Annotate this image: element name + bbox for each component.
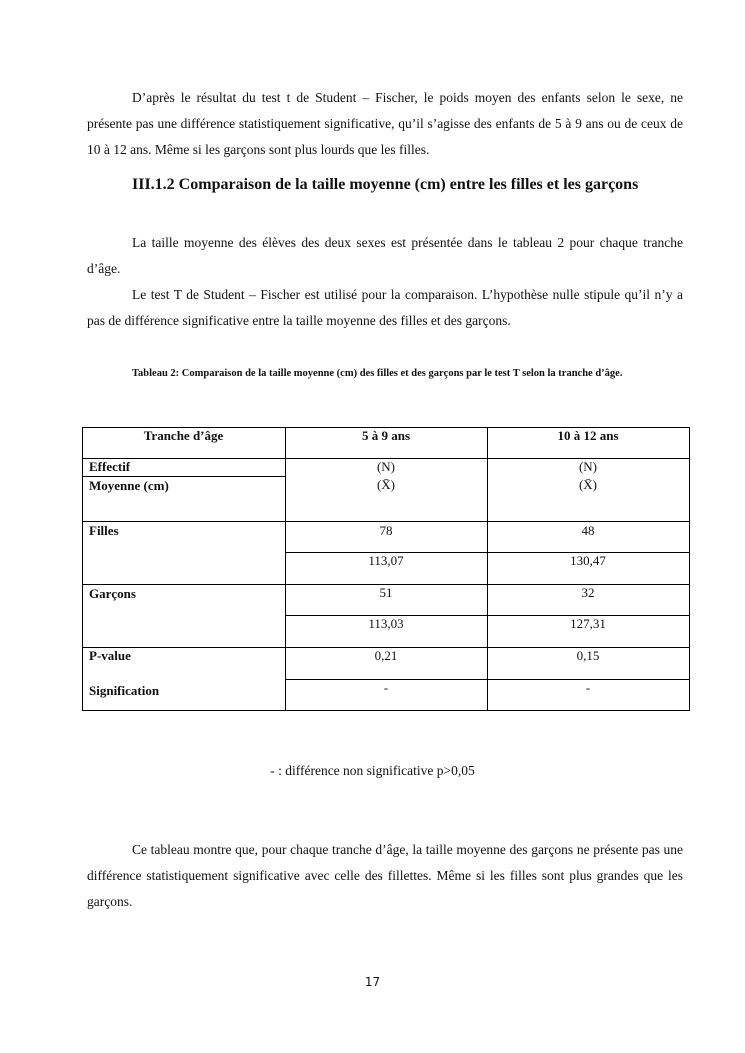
cell: 0,15 [576,648,600,663]
label-pvalue: P-value [89,648,131,663]
cell: 113,07 [368,553,404,568]
cell: - [383,680,389,695]
cell: - [585,680,591,695]
label-filles: Filles [89,523,119,538]
section-heading: III.1.2 Comparaison de la taille moyenne… [132,176,639,193]
cell: 130,47 [570,553,606,568]
legend-mean: (X̄) [578,477,598,492]
legend-n: (N) [376,459,396,474]
label-effectif: Effectif [89,459,131,474]
cell: 78 [379,523,393,538]
cell: 32 [581,585,595,600]
paragraph-4: Ce tableau montre que, pour chaque tranc… [87,842,683,909]
label-garcons: Garçons [89,586,136,601]
table-note: - : différence non significative p>0,05 [270,763,475,778]
cell: 0,21 [374,648,398,663]
label-signification: Signification [89,683,160,698]
cell: 48 [581,523,595,538]
legend-mean: (X̄) [376,477,396,492]
cell: 51 [379,585,393,600]
paragraph-2: La taille moyenne des élèves des deux se… [87,235,683,276]
legend-n: (N) [578,459,598,474]
header-5-9: 5 à 9 ans [361,428,411,443]
page-number: 17 [364,975,381,989]
header-10-12: 10 à 12 ans [557,428,619,443]
paragraph-1: D’après le résultat du test t de Student… [87,90,683,157]
table-caption: Tableau 2: Comparaison de la taille moye… [132,368,623,379]
cell: 113,03 [368,616,404,631]
cell: 127,31 [570,616,606,631]
header-tranche-age: Tranche d’âge [143,428,224,443]
label-moyenne: Moyenne (cm) [89,478,169,493]
paragraph-3: Le test T de Student – Fischer est utili… [87,287,683,328]
